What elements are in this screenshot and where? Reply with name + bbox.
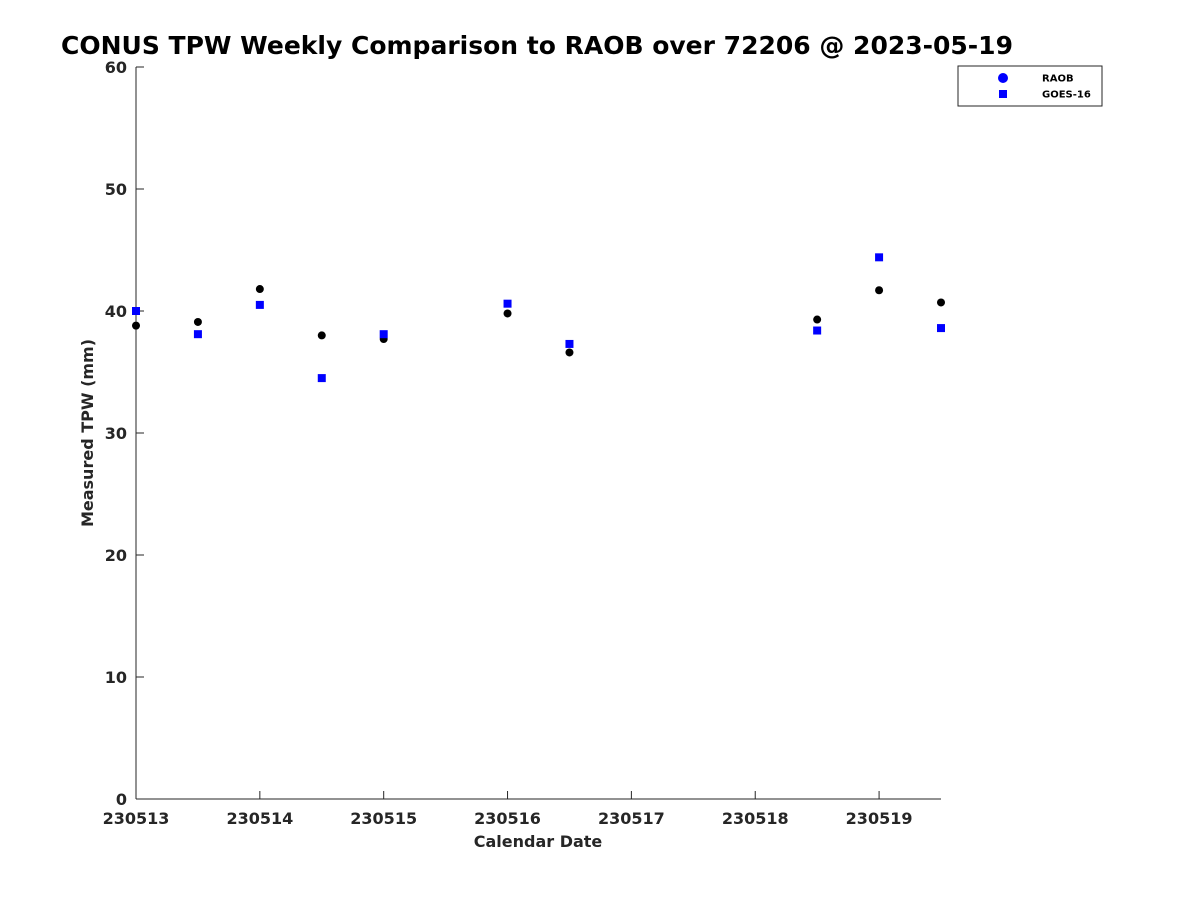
y-tick-label: 10	[105, 668, 127, 687]
goes-16-point	[565, 339, 574, 348]
goes-16-point	[503, 299, 512, 308]
x-tick-label: 230515	[350, 809, 417, 828]
goes-16-point	[132, 307, 140, 315]
y-tick-label: 40	[105, 302, 127, 321]
legend-label-goes-16: GOES-16	[1042, 90, 1091, 101]
y-axis-ticks: 0 10 20 30 40 50 60	[105, 58, 144, 809]
chart-title: CONUS TPW Weekly Comparison to RAOB over…	[61, 31, 1013, 60]
y-tick-label: 30	[105, 424, 127, 443]
legend-box	[957, 65, 1103, 107]
legend-marker-goes-16	[999, 90, 1007, 98]
goes-16-point	[317, 374, 326, 383]
legend-label-raob: RAOB	[1042, 74, 1074, 85]
y-axis-label: Measured TPW (mm)	[78, 339, 97, 527]
x-tick-label: 230516	[474, 809, 541, 828]
x-tick-label: 230518	[722, 809, 789, 828]
legend-marker-raob	[998, 73, 1008, 83]
y-tick-label: 0	[116, 790, 127, 809]
y-tick-label: 20	[105, 546, 127, 565]
x-axis-ticks: 230513 230514 230515 230516 230517 230518 2305…	[103, 791, 913, 828]
goes-16-point	[813, 326, 822, 335]
x-tick-label: 230514	[226, 809, 293, 828]
x-tick-label: 230517	[598, 809, 665, 828]
goes-16-point	[255, 300, 264, 309]
goes-16-point	[875, 253, 884, 262]
y-tick-label: 50	[105, 180, 127, 199]
y-tick-label: 60	[105, 58, 127, 77]
goes-16-point	[379, 330, 388, 339]
data-points	[132, 253, 945, 383]
raob-point	[937, 298, 945, 307]
legend: RAOB GOES-16	[957, 65, 1103, 107]
raob-point	[193, 317, 202, 326]
goes-16-point	[193, 330, 202, 339]
x-tick-label: 230519	[846, 809, 913, 828]
raob-point	[132, 321, 140, 330]
raob-point	[875, 286, 884, 295]
x-tick-label: 230513	[103, 809, 170, 828]
raob-point	[503, 309, 512, 318]
raob-point	[255, 285, 264, 294]
raob-point	[813, 315, 822, 324]
raob-point	[317, 331, 326, 340]
raob-point	[565, 348, 574, 357]
x-axis-label: Calendar Date	[474, 832, 603, 851]
goes-16-point	[937, 324, 945, 333]
